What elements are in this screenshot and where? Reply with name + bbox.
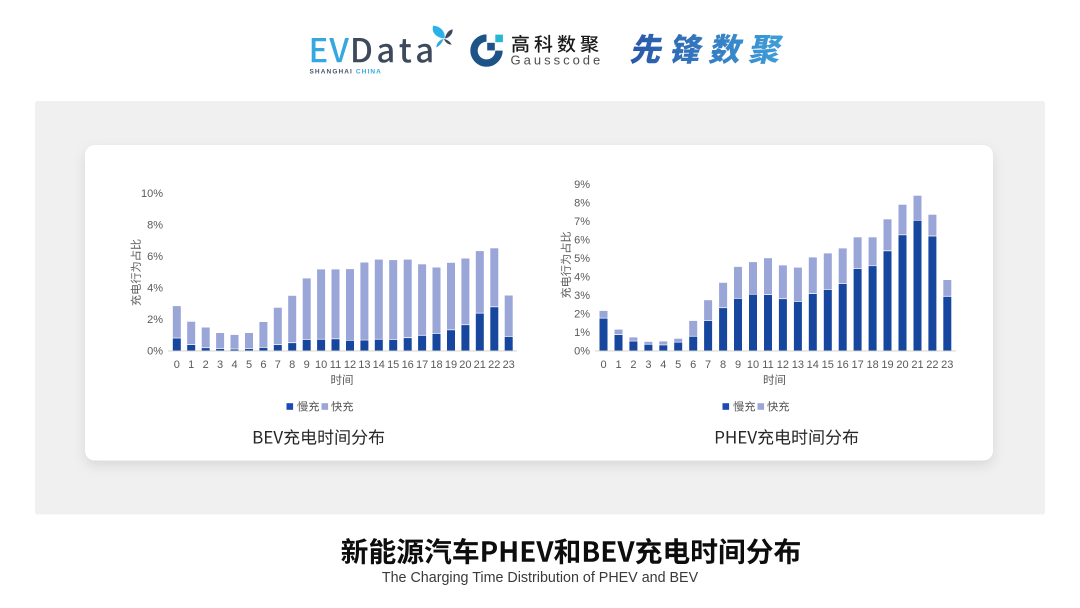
svg-text:13: 13 [792,359,804,371]
svg-text:1: 1 [615,359,621,371]
svg-text:6: 6 [690,359,696,371]
svg-text:12: 12 [344,359,356,371]
svg-text:1: 1 [188,359,194,371]
svg-text:15: 15 [822,359,834,371]
svg-text:8: 8 [289,359,295,371]
svg-text:7: 7 [275,359,281,371]
svg-text:9: 9 [304,359,310,371]
svg-text:5: 5 [675,359,681,371]
svg-text:10%: 10% [141,188,163,200]
svg-text:3: 3 [217,359,223,371]
svg-text:The Charging Time Distribution: The Charging Time Distribution of PHEV a… [382,570,699,586]
svg-text:22: 22 [488,359,500,371]
svg-text:20: 20 [896,359,908,371]
svg-text:6: 6 [260,359,266,371]
svg-text:17: 17 [851,359,863,371]
svg-text:21: 21 [911,359,923,371]
svg-text:0: 0 [174,359,180,371]
svg-text:2: 2 [630,359,636,371]
svg-text:23: 23 [503,359,515,371]
svg-text:9: 9 [735,359,741,371]
svg-text:4%: 4% [147,282,163,294]
svg-text:18: 18 [866,359,878,371]
svg-text:2: 2 [203,359,209,371]
svg-text:1%: 1% [574,327,590,339]
svg-text:0%: 0% [574,345,590,357]
svg-text:13: 13 [358,359,370,371]
svg-text:7: 7 [705,359,711,371]
svg-text:3%: 3% [574,290,590,302]
svg-text:0: 0 [600,359,606,371]
svg-text:20: 20 [459,359,471,371]
svg-text:11: 11 [762,359,773,371]
svg-text:0%: 0% [147,345,163,357]
svg-text:10: 10 [747,359,759,371]
svg-text:4: 4 [231,359,237,371]
svg-text:4%: 4% [574,271,590,283]
svg-text:11: 11 [330,359,341,371]
svg-text:14: 14 [807,359,819,371]
svg-text:SHANGHAI CHINA: SHANGHAI CHINA [310,69,382,76]
svg-text:19: 19 [445,359,457,371]
svg-text:Gausscode: Gausscode [511,53,604,68]
svg-text:8: 8 [720,359,726,371]
svg-text:19: 19 [881,359,893,371]
svg-text:16: 16 [837,359,849,371]
svg-text:2%: 2% [574,308,590,320]
svg-text:5: 5 [246,359,252,371]
svg-text:9%: 9% [574,179,590,191]
svg-text:8%: 8% [147,219,163,231]
svg-text:6%: 6% [574,234,590,246]
svg-text:8%: 8% [574,197,590,209]
svg-text:10: 10 [315,359,327,371]
svg-text:5%: 5% [574,253,590,265]
svg-text:15: 15 [387,359,399,371]
svg-text:6%: 6% [147,251,163,263]
svg-text:3: 3 [645,359,651,371]
svg-text:18: 18 [430,359,442,371]
svg-text:12: 12 [777,359,789,371]
svg-text:21: 21 [474,359,486,371]
svg-text:17: 17 [416,359,428,371]
svg-text:16: 16 [402,359,414,371]
svg-text:2%: 2% [147,314,163,326]
svg-text:22: 22 [926,359,938,371]
svg-text:4: 4 [660,359,666,371]
svg-text:7%: 7% [574,216,590,228]
svg-text:23: 23 [941,359,953,371]
svg-text:14: 14 [373,359,385,371]
